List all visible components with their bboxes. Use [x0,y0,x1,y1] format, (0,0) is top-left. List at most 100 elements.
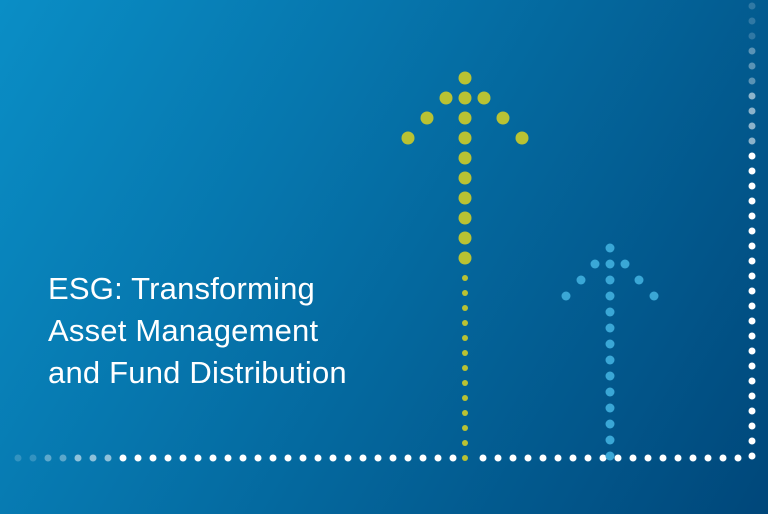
green-arrow-shaft-small-dot [462,410,468,416]
baseline-dot [555,455,562,462]
baseline-dot [300,455,307,462]
right-border-dot [749,438,756,445]
right-border-dot [749,228,756,235]
infographic-canvas: ESG: TransformingAsset Managementand Fun… [0,0,768,514]
right-border-dot [749,48,756,55]
baseline-dot [390,455,397,462]
blue-arrow-head-dot [591,260,600,269]
baseline-dot [15,455,22,462]
baseline-dot [90,455,97,462]
green-arrow-shaft-small-dot [462,365,468,371]
baseline-dot [660,455,667,462]
baseline-dot [645,455,652,462]
green-arrow-shaft-small-dot [462,350,468,356]
right-border-dot [749,423,756,430]
blue-arrow-shaft-dot [606,452,615,461]
blue-arrow-shaft-dot [606,324,615,333]
baseline-dot [690,455,697,462]
baseline-dot [105,455,112,462]
green-arrow-shaft-small-dot [462,380,468,386]
baseline-dot [675,455,682,462]
right-border-dot [749,378,756,385]
right-border-dot [749,303,756,310]
baseline-dot [330,455,337,462]
baseline-dot [615,455,622,462]
baseline-dot [585,455,592,462]
baseline-dot [30,455,37,462]
blue-arrow-shaft-dot [606,436,615,445]
right-border-dot [749,393,756,400]
blue-arrow-shaft-dot [606,260,615,269]
right-border-dot [749,63,756,70]
baseline-dot [720,455,727,462]
blue-arrow-shaft-dot [606,308,615,317]
green-arrow-shaft-small-dot [462,395,468,401]
right-border-dot [749,183,756,190]
baseline-dot [420,455,427,462]
green-arrow-shaft-small-dot [462,305,468,311]
baseline-dot [495,455,502,462]
right-border-dot [749,123,756,130]
blue-arrow-shaft-dot [606,420,615,429]
blue-arrow-shaft-dot [606,356,615,365]
baseline-dot [375,455,382,462]
right-border-dot [749,348,756,355]
green-arrow-head-dot [402,132,415,145]
green-arrow-head-dot [440,92,453,105]
baseline-dot [60,455,67,462]
right-border-dot [749,198,756,205]
baseline-dot [240,455,247,462]
baseline-dot [75,455,82,462]
green-arrow-shaft-small-dot [462,440,468,446]
right-border-dot [749,138,756,145]
baseline-dot [225,455,232,462]
right-border-dot [749,213,756,220]
blue-arrow-shaft-dot [606,404,615,413]
baseline-dot [345,455,352,462]
green-arrow-shaft-dot [459,92,472,105]
green-arrow-shaft-small-dot [462,335,468,341]
green-arrow-head-dot [478,92,491,105]
right-border-dot [749,18,756,25]
baseline-dot [315,455,322,462]
baseline-dot [285,455,292,462]
green-arrow-head-dot [516,132,529,145]
right-border-dot [749,93,756,100]
green-arrow-head-dot [421,112,434,125]
blue-arrow-head-dot [620,260,629,269]
green-arrow-head-dot [459,72,472,85]
right-border-dot [749,318,756,325]
baseline-dot [120,455,127,462]
baseline-dot [150,455,157,462]
green-arrow-shaft-dot [459,232,472,245]
right-border-dot [749,33,756,40]
right-border-dot [749,408,756,415]
blue-arrow-shaft-dot [606,372,615,381]
baseline-dot [135,455,142,462]
baseline-dot [510,455,517,462]
baseline-dot [45,455,52,462]
right-border-dot [749,78,756,85]
green-arrow-head-dot [497,112,510,125]
right-border-dot [749,168,756,175]
baseline-dot [165,455,172,462]
green-arrow-shaft-dot [459,172,472,185]
green-arrow-shaft-small-dot [462,290,468,296]
blue-arrow-head-dot [606,244,615,253]
right-border-dot [749,108,756,115]
baseline-dot [435,455,442,462]
blue-arrow-head-dot [562,292,571,301]
baseline-dot [525,455,532,462]
green-arrow-shaft-dot [459,212,472,225]
baseline-dot [405,455,412,462]
title-text: ESG: TransformingAsset Managementand Fun… [48,268,347,394]
blue-arrow-shaft-dot [606,340,615,349]
right-border-dot [749,153,756,160]
green-arrow-shaft-small-dot [462,275,468,281]
baseline-dot [270,455,277,462]
right-border-dot [749,453,756,460]
green-arrow-shaft-dot [459,252,472,265]
green-arrow-shaft-dot [459,132,472,145]
blue-arrow-head-dot [635,276,644,285]
right-border-dot [749,243,756,250]
